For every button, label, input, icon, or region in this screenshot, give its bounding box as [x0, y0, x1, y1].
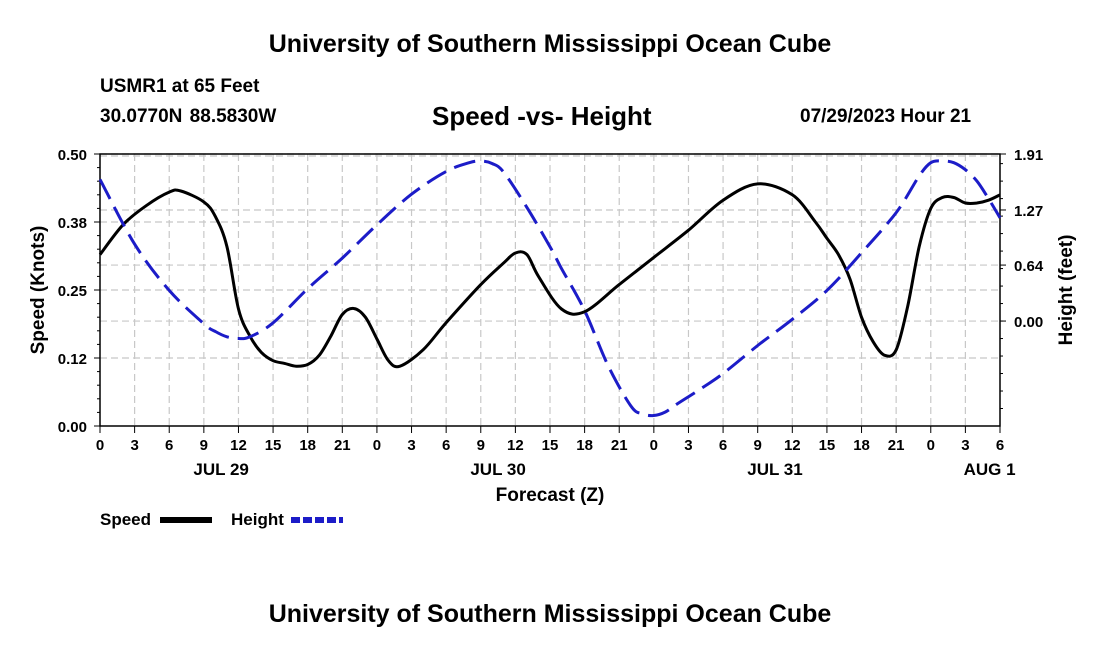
x-tick-label: 21: [334, 437, 351, 454]
x-tick-label: 3: [961, 437, 969, 454]
y-axis-title-left: Speed (Knots): [28, 226, 49, 355]
footer-title: University of Southern Mississippi Ocean…: [268, 600, 832, 628]
forecast-timestamp: 07/29/2023 Hour 21: [800, 106, 972, 127]
y-right-tick-label: 1.27: [1014, 203, 1043, 220]
y-left-tick-label: 0.50: [58, 147, 87, 164]
x-tick-label: 0: [927, 437, 935, 454]
x-tick-label: 18: [576, 437, 593, 454]
y-axis-title-right: Height (feet): [1056, 235, 1077, 346]
axes: 0 3 6 9 12 15 18 21 0 3 6 9 12 15 18 21 0 3 6 9 12 15 18 21 0 3 6 J…: [58, 147, 1044, 479]
x-tick-label: 21: [611, 437, 628, 454]
x-tick-label: 3: [130, 437, 138, 454]
x-date-label: JUL 31: [747, 460, 802, 479]
height-series-line: [98, 159, 1002, 418]
x-tick-label: 6: [719, 437, 727, 454]
legend-height-label: Height: [231, 510, 284, 529]
chart-subtitle: Speed -vs- Height: [432, 101, 652, 131]
x-axis-title: Forecast (Z): [496, 485, 605, 506]
x-tick-label: 15: [819, 437, 836, 454]
y-left-tick-label: 0.00: [58, 419, 87, 436]
x-tick-label: 15: [265, 437, 282, 454]
x-tick-label: 0: [650, 437, 658, 454]
x-tick-label: 9: [477, 437, 485, 454]
legend-speed-label: Speed: [100, 510, 152, 529]
station-coordinates: 30.0770N 88.5830W: [100, 106, 277, 127]
x-tick-label: 18: [299, 437, 316, 454]
y-right-tick-label: 1.91: [1014, 147, 1043, 164]
x-tick-label: 12: [784, 437, 801, 454]
y-right-tick-label: 0.64: [1014, 258, 1044, 275]
x-tick-label: 0: [373, 437, 381, 454]
x-date-label: AUG 1: [964, 460, 1016, 479]
station-label: USMR1 at 65 Feet: [100, 76, 260, 97]
x-tick-label: 9: [200, 437, 208, 454]
x-tick-label: 15: [542, 437, 559, 454]
x-tick-label: 9: [754, 437, 762, 454]
x-tick-label: 3: [684, 437, 692, 454]
x-tick-label: 18: [853, 437, 870, 454]
y-left-tick-label: 0.12: [58, 351, 87, 368]
x-date-label: JUL 30: [470, 460, 525, 479]
x-tick-label: 3: [407, 437, 415, 454]
x-tick-label: 6: [442, 437, 450, 454]
series-lines: [98, 159, 1002, 418]
x-tick-label: 6: [165, 437, 173, 454]
x-tick-label: 6: [996, 437, 1004, 454]
main-title: University of Southern Mississippi Ocean…: [268, 30, 832, 58]
x-tick-label: 0: [96, 437, 104, 454]
x-date-label: JUL 29: [193, 460, 248, 479]
y-right-tick-label: 0.00: [1014, 314, 1043, 331]
y-left-tick-label: 0.25: [58, 283, 87, 300]
x-tick-label: 12: [230, 437, 247, 454]
y-left-tick-label: 0.38: [58, 215, 87, 232]
x-tick-label: 12: [507, 437, 524, 454]
x-tick-label: 21: [888, 437, 905, 454]
